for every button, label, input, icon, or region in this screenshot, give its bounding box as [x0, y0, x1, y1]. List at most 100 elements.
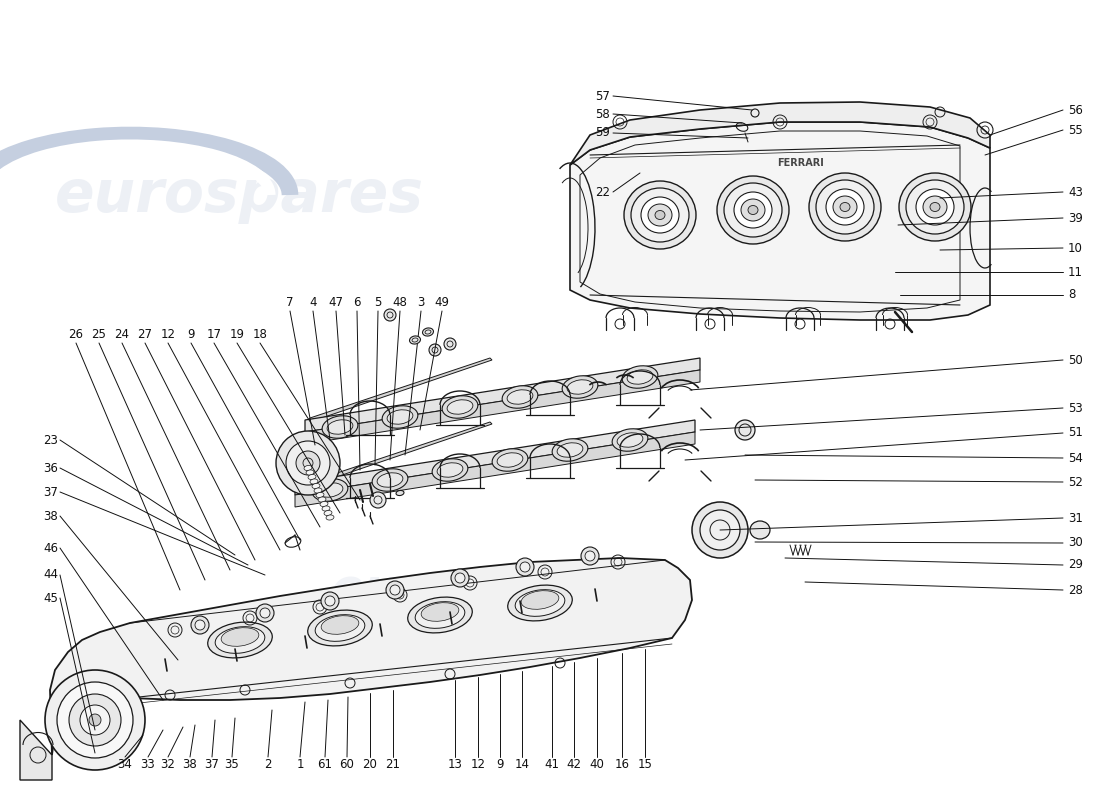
- Polygon shape: [570, 122, 990, 320]
- Ellipse shape: [415, 602, 465, 628]
- Circle shape: [585, 551, 595, 561]
- Ellipse shape: [432, 458, 468, 482]
- Text: 1: 1: [296, 758, 304, 771]
- Ellipse shape: [318, 497, 326, 502]
- Ellipse shape: [316, 493, 324, 498]
- Text: 10: 10: [1068, 242, 1082, 254]
- Text: 29: 29: [1068, 558, 1084, 571]
- Ellipse shape: [320, 502, 328, 506]
- Circle shape: [45, 670, 145, 770]
- Ellipse shape: [923, 196, 947, 218]
- Ellipse shape: [521, 590, 559, 610]
- Text: 12: 12: [471, 758, 485, 771]
- Circle shape: [321, 592, 339, 610]
- Text: eurospares: eurospares: [330, 566, 646, 614]
- Text: 15: 15: [638, 758, 652, 771]
- Text: 45: 45: [43, 591, 58, 605]
- Text: 16: 16: [615, 758, 629, 771]
- Ellipse shape: [310, 479, 318, 484]
- Text: 18: 18: [253, 329, 267, 342]
- Text: 6: 6: [353, 297, 361, 310]
- Text: 34: 34: [118, 758, 132, 771]
- Text: 30: 30: [1068, 537, 1082, 550]
- Text: 54: 54: [1068, 451, 1082, 465]
- Ellipse shape: [641, 197, 679, 233]
- Ellipse shape: [421, 602, 459, 622]
- Ellipse shape: [816, 180, 875, 234]
- Text: 32: 32: [161, 758, 175, 771]
- Text: 53: 53: [1068, 402, 1082, 414]
- Ellipse shape: [508, 585, 572, 621]
- Text: 28: 28: [1068, 583, 1082, 597]
- Ellipse shape: [741, 199, 764, 221]
- Circle shape: [444, 338, 456, 350]
- Ellipse shape: [515, 590, 564, 616]
- Circle shape: [700, 510, 740, 550]
- Ellipse shape: [308, 474, 316, 479]
- Text: 48: 48: [393, 297, 407, 310]
- Ellipse shape: [308, 610, 372, 646]
- Ellipse shape: [826, 189, 864, 225]
- Circle shape: [286, 441, 330, 485]
- Ellipse shape: [316, 614, 365, 642]
- Text: 51: 51: [1068, 426, 1082, 439]
- Ellipse shape: [568, 380, 593, 394]
- Circle shape: [195, 620, 205, 630]
- Ellipse shape: [422, 328, 433, 336]
- Circle shape: [80, 705, 110, 735]
- Text: 49: 49: [434, 297, 450, 310]
- Circle shape: [324, 596, 336, 606]
- Ellipse shape: [507, 390, 532, 404]
- Text: 3: 3: [417, 297, 425, 310]
- Polygon shape: [295, 420, 695, 495]
- Ellipse shape: [408, 597, 472, 633]
- Text: 4: 4: [309, 297, 317, 310]
- Text: 55: 55: [1068, 123, 1082, 137]
- Text: 33: 33: [141, 758, 155, 771]
- Ellipse shape: [377, 473, 403, 487]
- Text: 9: 9: [496, 758, 504, 771]
- Ellipse shape: [562, 376, 598, 398]
- Circle shape: [260, 608, 270, 618]
- Polygon shape: [20, 720, 52, 780]
- Ellipse shape: [312, 483, 320, 489]
- Circle shape: [386, 581, 404, 599]
- Text: 7: 7: [286, 297, 294, 310]
- Text: 41: 41: [544, 758, 560, 771]
- Ellipse shape: [437, 462, 463, 478]
- Ellipse shape: [324, 510, 332, 515]
- Text: 26: 26: [68, 329, 84, 342]
- Ellipse shape: [312, 478, 348, 502]
- Ellipse shape: [612, 429, 648, 451]
- Text: 60: 60: [340, 758, 354, 771]
- Text: 5: 5: [374, 297, 382, 310]
- Ellipse shape: [552, 438, 587, 462]
- Text: 42: 42: [566, 758, 582, 771]
- Ellipse shape: [396, 490, 404, 495]
- Ellipse shape: [409, 336, 420, 344]
- Ellipse shape: [322, 506, 330, 511]
- Text: 46: 46: [43, 542, 58, 554]
- Polygon shape: [295, 432, 695, 507]
- Ellipse shape: [492, 449, 528, 471]
- Polygon shape: [570, 102, 990, 165]
- Ellipse shape: [442, 396, 477, 418]
- Ellipse shape: [627, 370, 653, 384]
- Text: 37: 37: [205, 758, 219, 771]
- Ellipse shape: [833, 196, 857, 218]
- Text: 25: 25: [91, 329, 107, 342]
- Ellipse shape: [382, 406, 418, 428]
- Ellipse shape: [557, 442, 583, 458]
- Text: 17: 17: [207, 329, 221, 342]
- Text: 38: 38: [183, 758, 197, 771]
- Polygon shape: [305, 370, 700, 444]
- Ellipse shape: [724, 183, 782, 237]
- Ellipse shape: [314, 488, 322, 493]
- Text: 44: 44: [43, 569, 58, 582]
- Circle shape: [455, 573, 465, 583]
- Ellipse shape: [502, 386, 538, 408]
- Polygon shape: [308, 358, 492, 422]
- Circle shape: [191, 616, 209, 634]
- Circle shape: [370, 492, 386, 508]
- Ellipse shape: [623, 366, 658, 388]
